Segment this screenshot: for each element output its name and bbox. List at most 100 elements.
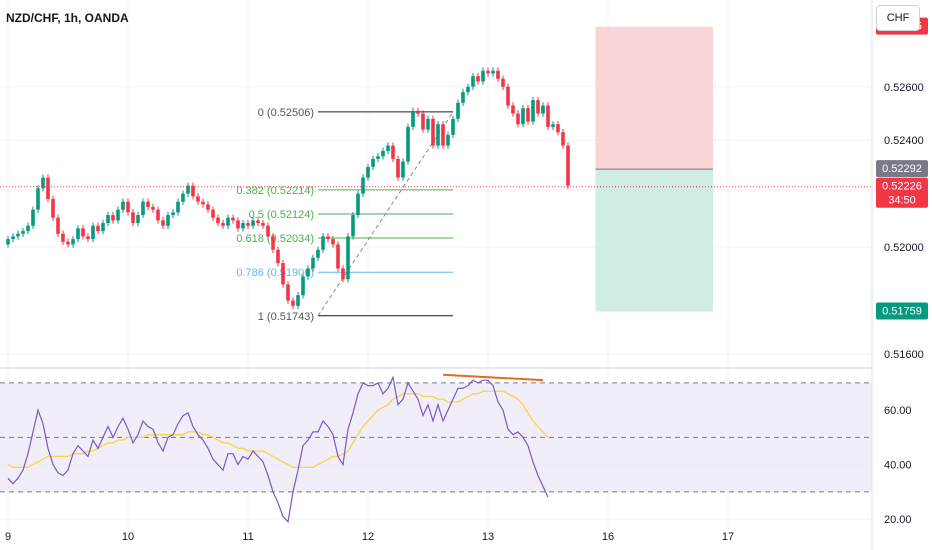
stop-loss-zone bbox=[595, 26, 713, 170]
candle-body bbox=[506, 86, 510, 106]
candle-body bbox=[256, 220, 260, 224]
candle-body bbox=[546, 105, 550, 127]
x-tick-label: 16 bbox=[602, 531, 614, 543]
rsi-lines bbox=[7, 373, 549, 524]
candle-body bbox=[311, 257, 315, 269]
candle-body bbox=[341, 268, 345, 280]
candle-body bbox=[266, 225, 270, 237]
candle-body bbox=[66, 241, 70, 245]
candle-body bbox=[276, 249, 280, 264]
candle-body bbox=[146, 201, 150, 208]
candle-body bbox=[86, 236, 90, 240]
rsi-band bbox=[0, 382, 872, 493]
axes: 9 10 11 12 13 16 17 0.52600 0.52400 0.52000 0.5160… bbox=[5, 82, 924, 543]
x-tick-label: 10 bbox=[122, 531, 134, 543]
candle-body bbox=[426, 118, 430, 130]
candle-body bbox=[416, 110, 420, 114]
candle-body bbox=[526, 108, 530, 122]
candle-body bbox=[386, 145, 390, 151]
candle-body bbox=[151, 207, 155, 210]
candle-body bbox=[81, 228, 85, 237]
position-zones bbox=[595, 26, 713, 312]
price-tick-label: 0.52400 bbox=[884, 135, 924, 147]
candle-body bbox=[236, 220, 240, 229]
x-tick-label: 12 bbox=[362, 531, 374, 543]
candle-body bbox=[56, 217, 60, 234]
candle-body bbox=[306, 268, 310, 277]
candle-body bbox=[496, 70, 500, 79]
candle-body bbox=[301, 276, 305, 296]
candle-body bbox=[221, 223, 225, 226]
price-tick-label: 0.52600 bbox=[884, 82, 924, 94]
candle-body bbox=[91, 225, 95, 240]
candle-body bbox=[551, 124, 555, 127]
candle-body bbox=[156, 209, 160, 221]
candle-body bbox=[196, 196, 200, 202]
candle-body bbox=[521, 108, 525, 125]
candle-body bbox=[456, 102, 460, 119]
candle-body bbox=[411, 110, 415, 127]
candle-body bbox=[441, 124, 445, 146]
price-tick-label: 0.51600 bbox=[884, 349, 924, 361]
candle-body bbox=[446, 134, 450, 146]
entry-price-tag-bg bbox=[876, 160, 928, 178]
candle-body bbox=[316, 249, 320, 258]
candle-body bbox=[206, 204, 210, 210]
fib-level-label: 0.618 (0.52034) bbox=[236, 233, 314, 245]
rsi-tick-label: 60.00 bbox=[884, 405, 912, 417]
candle-body bbox=[366, 166, 370, 178]
candle-body bbox=[536, 100, 540, 114]
target-price-tag: 0.51759 bbox=[882, 306, 922, 318]
candle-body bbox=[326, 236, 330, 240]
chart-title: NZD/CHF, 1h, OANDA bbox=[6, 11, 129, 25]
candle-body bbox=[476, 76, 480, 82]
candle-body bbox=[46, 177, 50, 200]
candle-body bbox=[261, 223, 265, 226]
candles bbox=[0, 67, 872, 310]
current-price-tag-countdown: 34:50 bbox=[888, 195, 916, 207]
candle-body bbox=[96, 225, 100, 232]
divergence-line bbox=[442, 373, 544, 382]
candle-body bbox=[321, 236, 325, 250]
candle-body bbox=[461, 92, 465, 103]
rsi-tick-label: 20.00 bbox=[884, 514, 912, 526]
candle-body bbox=[471, 76, 475, 87]
candle-body bbox=[191, 185, 195, 197]
fib-trend-line bbox=[317, 111, 454, 317]
candle-body bbox=[51, 199, 55, 218]
x-tick-label: 11 bbox=[242, 531, 253, 543]
candle-body bbox=[376, 156, 380, 159]
x-tick-label: 17 bbox=[722, 531, 734, 543]
candle-body bbox=[501, 78, 505, 87]
candle-body bbox=[421, 113, 425, 130]
candle-body bbox=[466, 86, 470, 93]
candle-body bbox=[451, 118, 455, 135]
x-tick-label: 9 bbox=[5, 531, 11, 543]
candle-body bbox=[281, 263, 285, 285]
currency-button[interactable]: CHF bbox=[876, 5, 920, 31]
candle-body bbox=[121, 201, 125, 210]
candle-body bbox=[401, 161, 405, 178]
rsi-line bbox=[7, 375, 549, 524]
fib-level-label: 1 (0.51743) bbox=[258, 311, 314, 323]
candle-body bbox=[356, 193, 360, 216]
candle-body bbox=[136, 215, 140, 224]
candle-body bbox=[6, 239, 10, 245]
fib-level-label: 0 (0.52506) bbox=[258, 107, 314, 119]
candle-body bbox=[351, 215, 355, 237]
candle-body bbox=[561, 132, 565, 146]
fib-level-label: 0.786 (0.51906) bbox=[236, 267, 314, 279]
candle-body bbox=[486, 70, 490, 74]
candle-body bbox=[346, 236, 350, 280]
candle-body bbox=[16, 233, 20, 237]
target-price-tag-bg bbox=[876, 302, 928, 320]
candle-body bbox=[566, 145, 570, 186]
candle-body bbox=[186, 185, 190, 194]
fibonacci-retracement: 0 (0.52506) 0.382 (0.52214) 0.5 (0.52124) 0… bbox=[236, 107, 454, 323]
price-tick-label: 0.52000 bbox=[884, 242, 924, 254]
candle-body bbox=[31, 209, 35, 226]
candle-body bbox=[391, 145, 395, 159]
